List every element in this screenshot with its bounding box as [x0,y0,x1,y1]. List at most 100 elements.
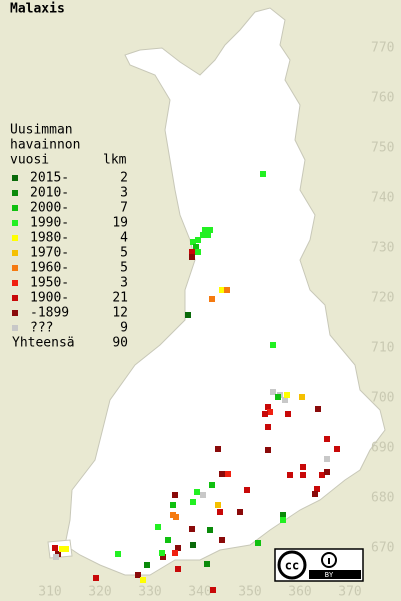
observation-square [195,249,201,255]
observation-square [190,499,196,505]
x-tick-label: 370 [338,585,361,600]
legend-swatch [12,280,18,286]
legend-swatch [12,325,18,331]
observation-square [53,554,59,560]
x-tick-label: 310 [38,585,61,600]
observation-square [267,409,273,415]
observation-square [204,561,210,567]
y-tick-label: 740 [371,191,394,206]
legend-count: 3 [120,276,128,291]
observation-square [202,227,208,233]
legend-label: 2000- [30,201,69,216]
observation-square [319,472,325,478]
observation-square [210,587,216,593]
legend-swatch [12,250,18,256]
observation-square [217,509,223,515]
observation-square [207,227,213,233]
badge-strip [309,570,361,579]
observation-square [189,526,195,532]
legend-count: 2 [120,171,128,186]
legend-swatch [12,295,18,301]
observation-square [287,472,293,478]
legend-swatch [12,310,18,316]
legend-count: 12 [112,306,128,321]
observation-square [300,464,306,470]
observation-square [189,249,195,255]
observation-square [160,554,166,560]
observation-square [173,514,179,520]
observation-square [175,566,181,572]
legend-count: 4 [120,231,128,246]
x-tick-label: 330 [138,585,161,600]
observation-square [312,491,318,497]
legend-swatch [12,175,18,181]
observation-square [224,287,230,293]
y-tick-label: 760 [371,91,394,106]
observation-square [155,524,161,530]
legend-label: 2010- [30,186,69,201]
observation-square [140,577,146,583]
observation-square [194,489,200,495]
x-tick-label: 320 [88,585,111,600]
observation-square [170,502,176,508]
observation-square [193,244,199,250]
observation-square [172,492,178,498]
observation-square [265,424,271,430]
legend-swatch [12,235,18,241]
observation-square [324,436,330,442]
observation-square [52,545,58,551]
x-tick-label: 360 [288,585,311,600]
observation-square [205,232,211,238]
observation-square [185,312,191,318]
observation-square [237,509,243,515]
observation-square [59,546,65,552]
y-tick-label: 670 [371,541,394,556]
legend-count: 7 [120,201,128,216]
legend-label: 1950- [30,276,69,291]
observation-square [334,446,340,452]
observation-square [244,487,250,493]
observation-square [172,550,178,556]
observation-square [215,502,221,508]
y-tick-label: 680 [371,491,394,506]
observation-square [324,469,330,475]
y-tick-label: 720 [371,291,394,306]
x-tick-label: 350 [238,585,261,600]
legend-label: 1980- [30,231,69,246]
observation-square [189,254,195,260]
cc-text: cc [285,559,299,573]
y-tick-label: 690 [371,441,394,456]
observation-square [314,486,320,492]
observation-square [280,517,286,523]
observation-square [200,492,206,498]
by-icon-body [328,558,330,564]
observation-square [135,572,141,578]
cc-badge: cc BY [274,548,364,582]
cc-icon [277,550,307,580]
observation-square [200,232,206,238]
legend-swatch [12,265,18,271]
observation-square [175,545,181,551]
observation-square [115,551,121,557]
x-tick-label: 340 [188,585,211,600]
legend-label: 1990- [30,216,69,231]
observation-square [300,472,306,478]
legend-count: 5 [120,246,128,261]
observation-square [93,575,99,581]
observation-square [255,540,261,546]
observation-square [219,537,225,543]
observation-square [207,527,213,533]
observation-square [165,537,171,543]
y-tick-label: 770 [371,41,394,56]
observation-square [275,394,281,400]
observation-square [284,392,290,398]
legend-swatch [12,190,18,196]
observation-square [144,562,150,568]
observation-square [265,404,271,410]
observation-square [215,446,221,452]
legend-count: 5 [120,261,128,276]
legend-label: ??? [30,321,53,336]
observation-square [190,542,196,548]
legend-count: 21 [112,291,128,306]
observation-square [324,456,330,462]
